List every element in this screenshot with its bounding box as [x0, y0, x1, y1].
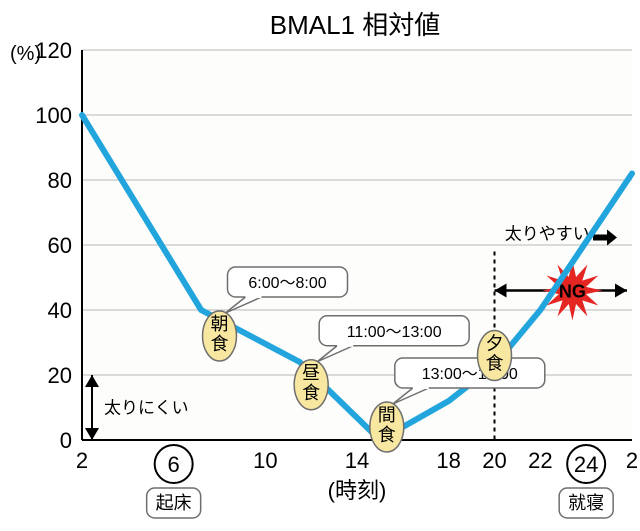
x-tick-label: 20	[482, 448, 506, 473]
y-tick-label: 100	[35, 103, 72, 128]
y-tick-label: 80	[48, 168, 72, 193]
bubble-seam	[337, 344, 353, 347]
bubble-text-breakfast: 6:00～8:00	[248, 275, 326, 292]
circle-under-label: 起床	[156, 493, 192, 513]
x-tick-label: 10	[253, 448, 277, 473]
x-tick-label: 14	[345, 448, 369, 473]
y-tick-label: 20	[48, 363, 72, 388]
right-annot-label: 太りやすい	[505, 225, 590, 244]
meal-label-breakfast: 朝	[211, 314, 229, 334]
x-tick-label: 18	[436, 448, 460, 473]
meal-label-snack: 食	[378, 425, 396, 445]
left-annot-label: 太りにくい	[104, 399, 189, 418]
meal-label-lunch: 食	[302, 383, 320, 403]
x-axis-title: (時刻)	[328, 478, 387, 503]
meal-label-dinner: 食	[486, 354, 504, 374]
chart-title: BMAL1 相対値	[270, 10, 441, 40]
x-tick-label: 2	[626, 448, 638, 473]
ng-label: NG	[559, 282, 586, 302]
circle-under-label: 就寝	[568, 493, 604, 513]
meal-label-dinner: 夕	[486, 334, 504, 354]
x-tick-label: 6	[168, 452, 180, 477]
y-tick-label: 0	[60, 428, 72, 453]
x-tick-label: 22	[528, 448, 552, 473]
bubble-seam	[246, 295, 262, 298]
x-tick-label: 24	[574, 452, 598, 477]
y-unit-label: (%)	[10, 43, 41, 65]
meal-label-snack: 間	[378, 405, 396, 425]
meal-label-lunch: 昼	[302, 363, 320, 383]
x-tick-label: 2	[76, 448, 88, 473]
y-tick-label: 60	[48, 233, 72, 258]
bubble-seam	[413, 386, 429, 389]
y-tick-label: 40	[48, 298, 72, 323]
meal-label-breakfast: 食	[211, 334, 229, 354]
bubble-text-lunch: 11:00～13:00	[347, 324, 442, 341]
